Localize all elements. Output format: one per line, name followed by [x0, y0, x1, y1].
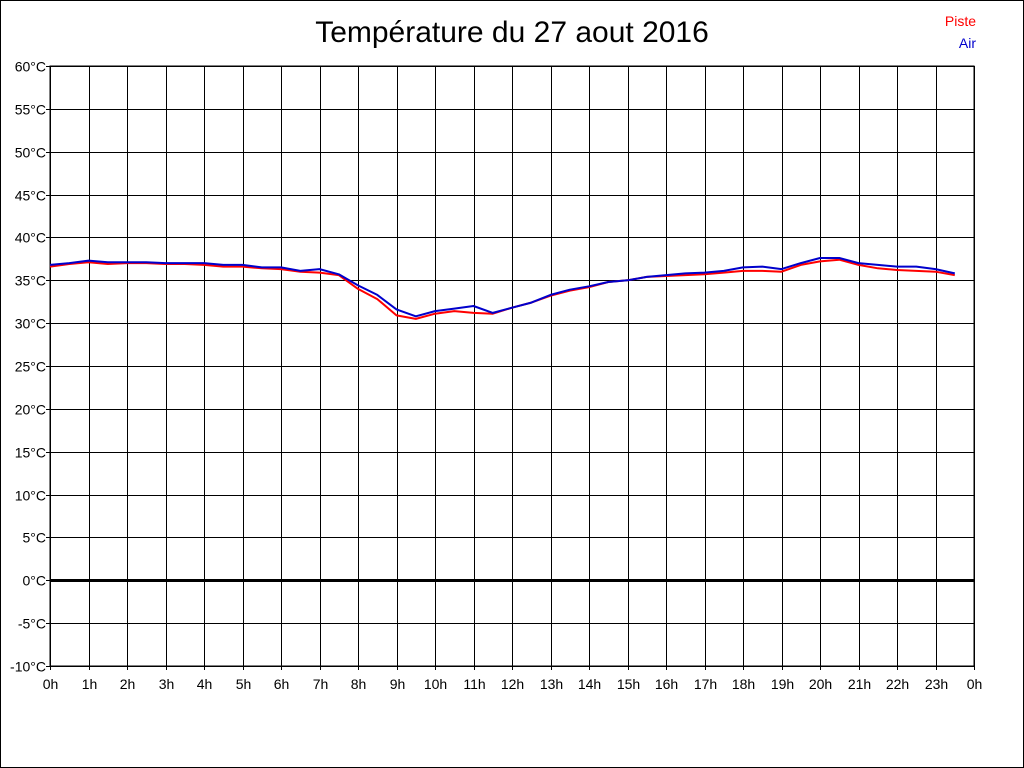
x-tick-label: 20h: [809, 676, 832, 692]
x-tick-label: 6h: [274, 676, 290, 692]
x-tick-label: 10h: [424, 676, 447, 692]
y-tick-label: 40°C: [15, 230, 46, 246]
x-tick-label: 1h: [82, 676, 98, 692]
x-tick-label: 15h: [617, 676, 640, 692]
y-tick-label: 0°C: [23, 573, 47, 589]
x-tick-label: 5h: [236, 676, 252, 692]
x-tick-label: 16h: [655, 676, 678, 692]
x-tick-label: 18h: [732, 676, 755, 692]
x-tick-label: 0h: [43, 676, 59, 692]
x-tick-label: 2h: [120, 676, 136, 692]
x-tick-label: 19h: [771, 676, 794, 692]
y-tick-label: -5°C: [18, 616, 46, 632]
x-tick-label: 9h: [390, 676, 406, 692]
x-tick-label: 14h: [578, 676, 601, 692]
x-tick-label: 7h: [313, 676, 329, 692]
legend-entry-air: Air: [958, 35, 976, 51]
x-tick-label: 4h: [197, 676, 213, 692]
x-tick-label: 11h: [463, 676, 485, 692]
y-tick-label: 50°C: [15, 145, 46, 161]
y-tick-label: 5°C: [23, 530, 47, 546]
y-tick-label: 30°C: [15, 316, 46, 332]
y-tick-label: 35°C: [15, 273, 46, 289]
y-tick-label: 55°C: [15, 102, 46, 118]
y-tick-label: 20°C: [15, 402, 46, 418]
x-tick-label: 13h: [540, 676, 563, 692]
x-tick-label: 8h: [351, 676, 367, 692]
series-line-air: [49, 257, 956, 318]
x-tick-label: 0h: [967, 676, 983, 692]
x-tick-label: 22h: [886, 676, 909, 692]
x-tick-label: 3h: [159, 676, 175, 692]
y-tick-label: 10°C: [15, 488, 46, 504]
x-tick-label: 17h: [694, 676, 717, 692]
x-tick-label: 23h: [925, 676, 948, 692]
legend-entry-piste: Piste: [944, 13, 976, 29]
x-tick-label: 21h: [848, 676, 871, 692]
x-tick-label: 12h: [501, 676, 524, 692]
chart-title: Température du 27 aout 2016: [315, 16, 709, 49]
y-tick-label: 60°C: [15, 59, 46, 75]
y-tick-label: 15°C: [15, 445, 46, 461]
y-tick-label: -10°C: [10, 659, 46, 675]
y-tick-label: 25°C: [15, 359, 46, 375]
y-tick-label: 45°C: [15, 188, 46, 204]
